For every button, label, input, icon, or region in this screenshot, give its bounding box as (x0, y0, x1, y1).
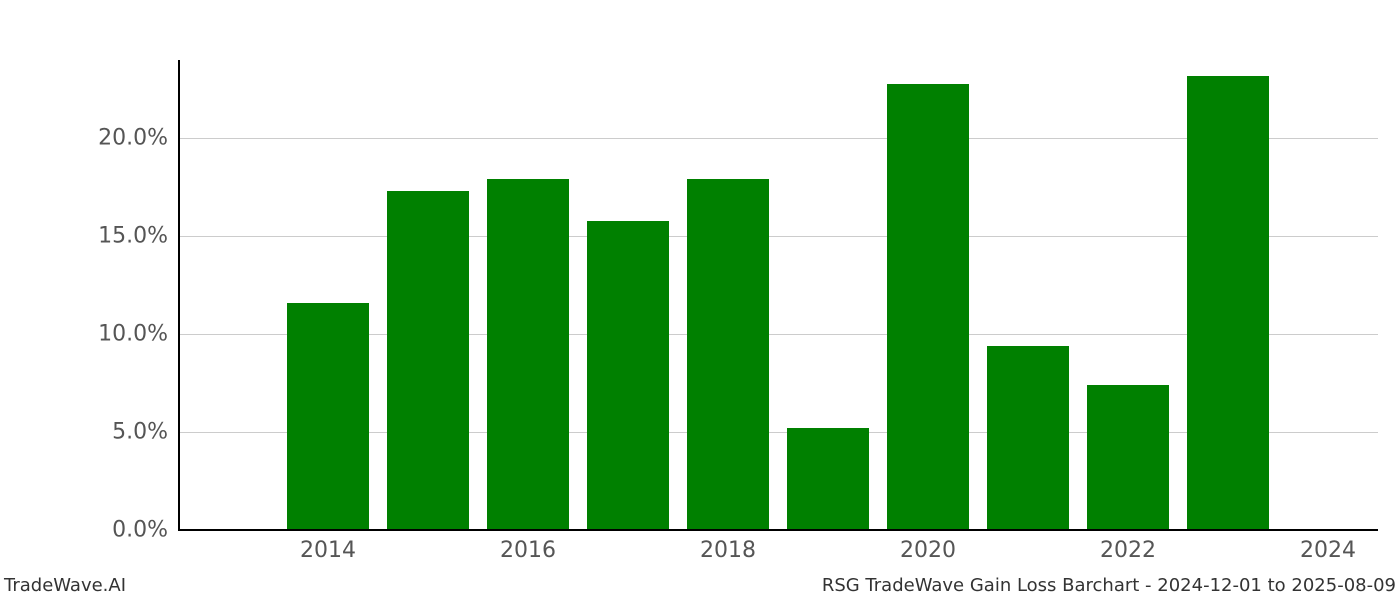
chart-container: 0.0% 5.0% 10.0% 15.0% 20.0% 2014 2016 2018 2020 2… (0, 0, 1400, 600)
bar (1087, 385, 1169, 530)
plot-area: 0.0%5.0%10.0%15.0%20.0%20142016201820202… (178, 60, 1378, 530)
footer-right-text: RSG TradeWave Gain Loss Barchart - 2024-… (822, 575, 1396, 596)
bar (387, 191, 469, 530)
bar (487, 179, 569, 530)
x-tick-label: 2020 (900, 538, 956, 563)
y-tick-label: 10.0% (83, 322, 168, 347)
bar (587, 221, 669, 530)
y-tick-label: 0.0% (83, 518, 168, 543)
y-tick-label: 20.0% (83, 126, 168, 151)
y-tick-label: 15.0% (83, 224, 168, 249)
x-tick-label: 2018 (700, 538, 756, 563)
x-axis-line (178, 529, 1378, 531)
bar (787, 428, 869, 530)
bar (1187, 76, 1269, 530)
y-tick-label: 5.0% (83, 420, 168, 445)
bar (987, 346, 1069, 530)
x-tick-label: 2014 (300, 538, 356, 563)
bar (287, 303, 369, 530)
footer-left-text: TradeWave.AI (4, 575, 126, 596)
bar (687, 179, 769, 530)
x-tick-label: 2016 (500, 538, 556, 563)
x-tick-label: 2024 (1300, 538, 1356, 563)
x-tick-label: 2022 (1100, 538, 1156, 563)
y-axis-line (178, 60, 180, 530)
bar (887, 84, 969, 531)
